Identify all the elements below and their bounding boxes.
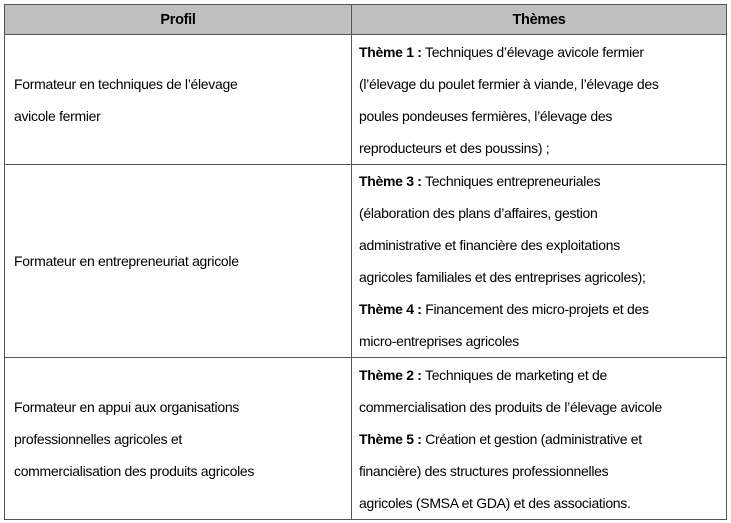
theme-line: Thème 4 : Financement des micro-projets … bbox=[359, 293, 726, 325]
profil-line: commercialisation des produits agricoles bbox=[14, 462, 255, 479]
profil-cell: Formateur en appui aux organisations pro… bbox=[4, 357, 352, 520]
header-profil: Profil bbox=[4, 4, 352, 35]
theme-label: Thème 4 : bbox=[359, 301, 422, 317]
profil-line: Formateur en appui aux organisations bbox=[14, 398, 240, 415]
profil-cell: Formateur en techniques de l’élevage avi… bbox=[4, 34, 352, 165]
profil-line: Formateur en techniques de l’élevage bbox=[14, 75, 238, 92]
theme-text: Techniques d’élevage avicole fermier bbox=[421, 43, 644, 60]
table-header-row: Profil Thèmes bbox=[4, 4, 727, 35]
theme-line: agricoles (SMSA et GDA) et des associati… bbox=[359, 494, 631, 511]
theme-text: Financement des micro-projets et des bbox=[421, 301, 649, 317]
theme-line: poules pondeuses fermières, l’élevage de… bbox=[359, 107, 613, 124]
theme-line: agricoles familiales et des entreprises … bbox=[359, 269, 646, 285]
theme-text: Techniques de marketing et de bbox=[421, 366, 607, 383]
profil-cell: Formateur en entrepreneuriat agricole bbox=[4, 164, 352, 358]
profil-line: professionnelles agricoles et bbox=[14, 430, 182, 447]
theme-line: Thème 5 : Création et gestion (administr… bbox=[359, 423, 726, 455]
theme-label: Thème 3 : bbox=[359, 173, 422, 189]
profil-line: Formateur en entrepreneuriat agricole bbox=[14, 253, 239, 269]
profiles-themes-table: Profil Thèmes Formateur en techniques de… bbox=[4, 4, 727, 520]
table-row: Formateur en entrepreneuriat agricole Th… bbox=[4, 164, 727, 358]
theme-line: (l’élevage du poulet fermier à viande, l… bbox=[359, 75, 659, 92]
theme-line: (élaboration des plans d’affaires, gesti… bbox=[359, 205, 598, 221]
theme-line: micro-entreprises agricoles bbox=[359, 333, 519, 349]
theme-line: Thème 1 : Techniques d’élevage avicole f… bbox=[359, 36, 726, 68]
theme-line: Thème 2 : Techniques de marketing et de bbox=[359, 359, 726, 391]
theme-line: Thème 3 : Techniques entrepreneuriales bbox=[359, 165, 726, 197]
themes-cell: Thème 3 : Techniques entrepreneuriales (… bbox=[351, 164, 727, 358]
table-row: Formateur en appui aux organisations pro… bbox=[4, 357, 727, 520]
table-row: Formateur en techniques de l’élevage avi… bbox=[4, 34, 727, 165]
theme-label: Thème 2 : bbox=[359, 366, 422, 383]
profil-line: avicole fermier bbox=[14, 107, 101, 124]
themes-cell: Thème 2 : Techniques de marketing et de … bbox=[351, 357, 727, 520]
theme-text: Création et gestion (administrative et bbox=[421, 430, 642, 447]
theme-line: financière) des structures professionnel… bbox=[359, 462, 609, 479]
theme-line: commercialisation des produits de l’élev… bbox=[359, 398, 662, 415]
header-themes: Thèmes bbox=[351, 4, 727, 35]
theme-line: administrative et financière des exploit… bbox=[359, 237, 620, 253]
theme-label: Thème 5 : bbox=[359, 430, 422, 447]
theme-text: Techniques entrepreneuriales bbox=[421, 173, 601, 189]
theme-line: reproducteurs et des poussins) ; bbox=[359, 139, 550, 156]
themes-cell: Thème 1 : Techniques d’élevage avicole f… bbox=[351, 34, 727, 165]
theme-label: Thème 1 : bbox=[359, 43, 422, 60]
